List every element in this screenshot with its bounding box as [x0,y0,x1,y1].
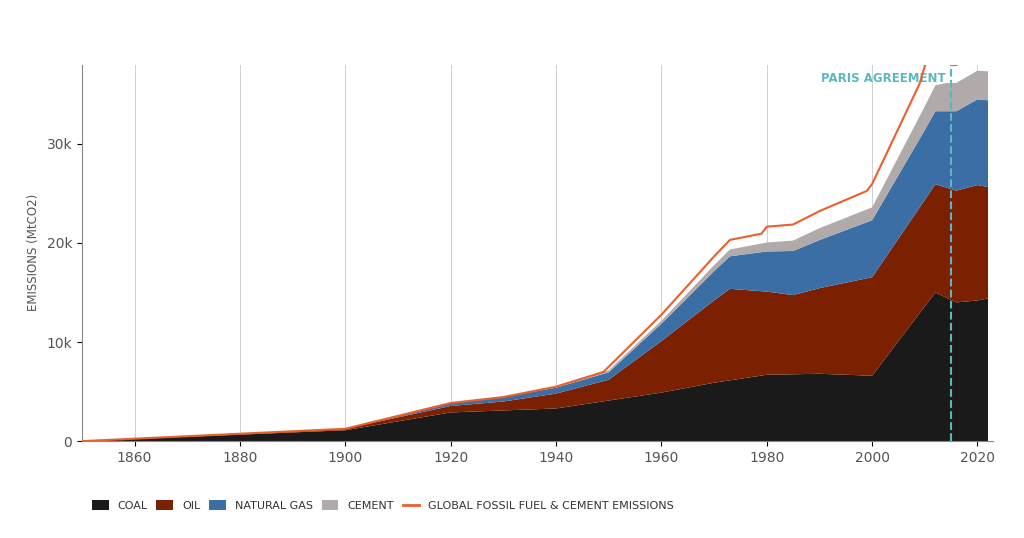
Text: PARIS AGREEMENT: PARIS AGREEMENT [821,73,946,86]
Y-axis label: EMISSIONS (MtCO2): EMISSIONS (MtCO2) [27,194,40,312]
Legend: COAL, OIL, NATURAL GAS, CEMENT, GLOBAL FOSSIL FUEL & CEMENT EMISSIONS: COAL, OIL, NATURAL GAS, CEMENT, GLOBAL F… [87,495,678,515]
